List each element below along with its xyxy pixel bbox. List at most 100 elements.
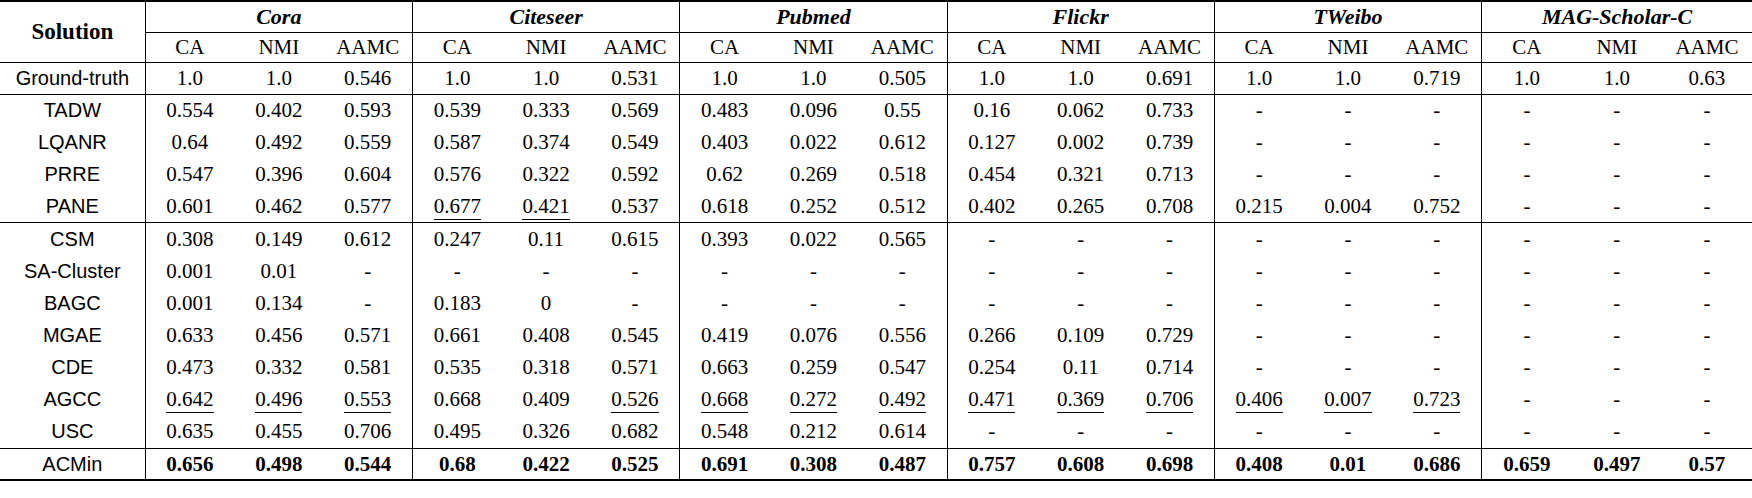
value-cell: 0.571 — [323, 320, 412, 352]
value-text: 1.0 — [1068, 66, 1094, 90]
value-text: 0.661 — [434, 323, 481, 347]
value-cell: 0.212 — [769, 416, 858, 448]
value-text: - — [1256, 355, 1263, 379]
value-cell: 0.492 — [234, 126, 323, 158]
value-text: 1.0 — [1604, 66, 1630, 90]
value-text: 0.556 — [879, 323, 926, 347]
value-cell: 0.308 — [769, 448, 858, 480]
value-text: 0.004 — [1324, 194, 1371, 218]
value-text: - — [364, 291, 371, 315]
value-text: - — [631, 291, 638, 315]
value-cell: 0.321 — [1036, 159, 1125, 191]
value-text: 1.0 — [177, 66, 203, 90]
value-text: 0.601 — [166, 194, 213, 218]
value-cell: - — [1214, 320, 1303, 352]
metric-header-pubmed-aamc: AAMC — [858, 32, 947, 62]
value-text: 0.733 — [1146, 98, 1193, 122]
row-label: TADW — [0, 94, 145, 126]
value-text: - — [1344, 162, 1351, 186]
value-text: 0.68 — [439, 452, 476, 476]
value-text: 0.402 — [968, 194, 1015, 218]
value-cell: 0.007 — [1303, 384, 1392, 416]
value-text: - — [1703, 387, 1710, 411]
value-text: - — [1613, 259, 1620, 283]
row-label: AGCC — [0, 384, 145, 416]
value-cell: 0.408 — [502, 320, 591, 352]
value-cell: 0.554 — [145, 94, 234, 126]
value-cell: 0.757 — [947, 448, 1036, 480]
value-cell: - — [1482, 384, 1572, 416]
table-row-pane: PANE0.6010.4620.5770.6770.4210.5370.6180… — [0, 191, 1752, 223]
value-text: - — [1703, 355, 1710, 379]
value-text: 0.215 — [1236, 194, 1283, 218]
value-cell: - — [947, 416, 1036, 448]
value-text: - — [1523, 323, 1530, 347]
value-cell: - — [1572, 159, 1662, 191]
value-text: 0.691 — [1146, 66, 1193, 90]
value-text: - — [1344, 98, 1351, 122]
table-row-usc: USC0.6350.4550.7060.4950.3260.6820.5480.… — [0, 416, 1752, 448]
value-cell: 0.518 — [858, 159, 947, 191]
value-cell: 1.0 — [502, 62, 591, 94]
metric-header-cora-nmi: NMI — [234, 32, 323, 62]
value-text: 0.577 — [344, 194, 391, 218]
value-text: - — [1433, 323, 1440, 347]
value-cell: 0.656 — [145, 448, 234, 480]
value-text: 0.612 — [344, 227, 391, 251]
value-cell: 0.677 — [412, 191, 501, 223]
value-cell: 0.001 — [145, 287, 234, 319]
value-text: 0.612 — [879, 130, 926, 154]
value-text: 0.322 — [522, 162, 569, 186]
value-cell: 1.0 — [1572, 62, 1662, 94]
value-cell: 0.332 — [234, 352, 323, 384]
value-cell: - — [1214, 223, 1303, 255]
value-cell: - — [1303, 223, 1392, 255]
metric-header-tweibo-ca: CA — [1214, 32, 1303, 62]
dataset-header-row: Solution Cora Citeseer Pubmed Flickr TWe… — [0, 1, 1752, 32]
metric-header-cora-ca: CA — [145, 32, 234, 62]
value-cell: 0.422 — [502, 448, 591, 480]
value-cell: 0.57 — [1662, 448, 1752, 480]
value-cell: 0.454 — [947, 159, 1036, 191]
value-text: - — [1166, 419, 1173, 443]
value-cell: - — [1303, 159, 1392, 191]
value-text: - — [1344, 419, 1351, 443]
value-cell: 0.01 — [234, 255, 323, 287]
value-cell: 0.682 — [591, 416, 680, 448]
underlined-value: 0.007 — [1324, 387, 1371, 413]
value-cell: 0.547 — [145, 159, 234, 191]
metric-header-cora-aamc: AAMC — [323, 32, 412, 62]
value-cell: - — [1572, 384, 1662, 416]
value-cell: - — [1393, 223, 1482, 255]
value-cell: - — [1214, 94, 1303, 126]
value-cell: - — [1662, 94, 1752, 126]
value-cell: - — [1482, 223, 1572, 255]
value-cell: 0.076 — [769, 320, 858, 352]
value-cell: 0.109 — [1036, 320, 1125, 352]
value-cell: - — [1662, 191, 1752, 223]
value-text: - — [631, 259, 638, 283]
value-cell: 0.668 — [680, 384, 769, 416]
value-cell: 0.661 — [412, 320, 501, 352]
underlined-value: 0.421 — [522, 194, 569, 220]
value-text: 0.409 — [522, 387, 569, 411]
value-text: 0.127 — [968, 130, 1015, 154]
value-cell: 0.001 — [145, 255, 234, 287]
value-cell: 0.247 — [412, 223, 501, 255]
dataset-header-flickr: Flickr — [947, 1, 1214, 32]
value-text: 0.633 — [166, 323, 213, 347]
dataset-header-mag-scholar-c: MAG-Scholar-C — [1482, 1, 1752, 32]
value-text: 0.571 — [611, 355, 658, 379]
underlined-value: 0.668 — [701, 387, 748, 413]
value-cell: 0.539 — [412, 94, 501, 126]
value-text: 0.456 — [255, 323, 302, 347]
value-cell: - — [1214, 255, 1303, 287]
value-text: 0.134 — [255, 291, 302, 315]
value-cell: 1.0 — [1214, 62, 1303, 94]
value-text: 0.64 — [172, 130, 209, 154]
value-text: 0.462 — [255, 194, 302, 218]
value-cell: 1.0 — [947, 62, 1036, 94]
value-cell: - — [323, 255, 412, 287]
value-text: - — [1523, 387, 1530, 411]
value-text: - — [988, 419, 995, 443]
